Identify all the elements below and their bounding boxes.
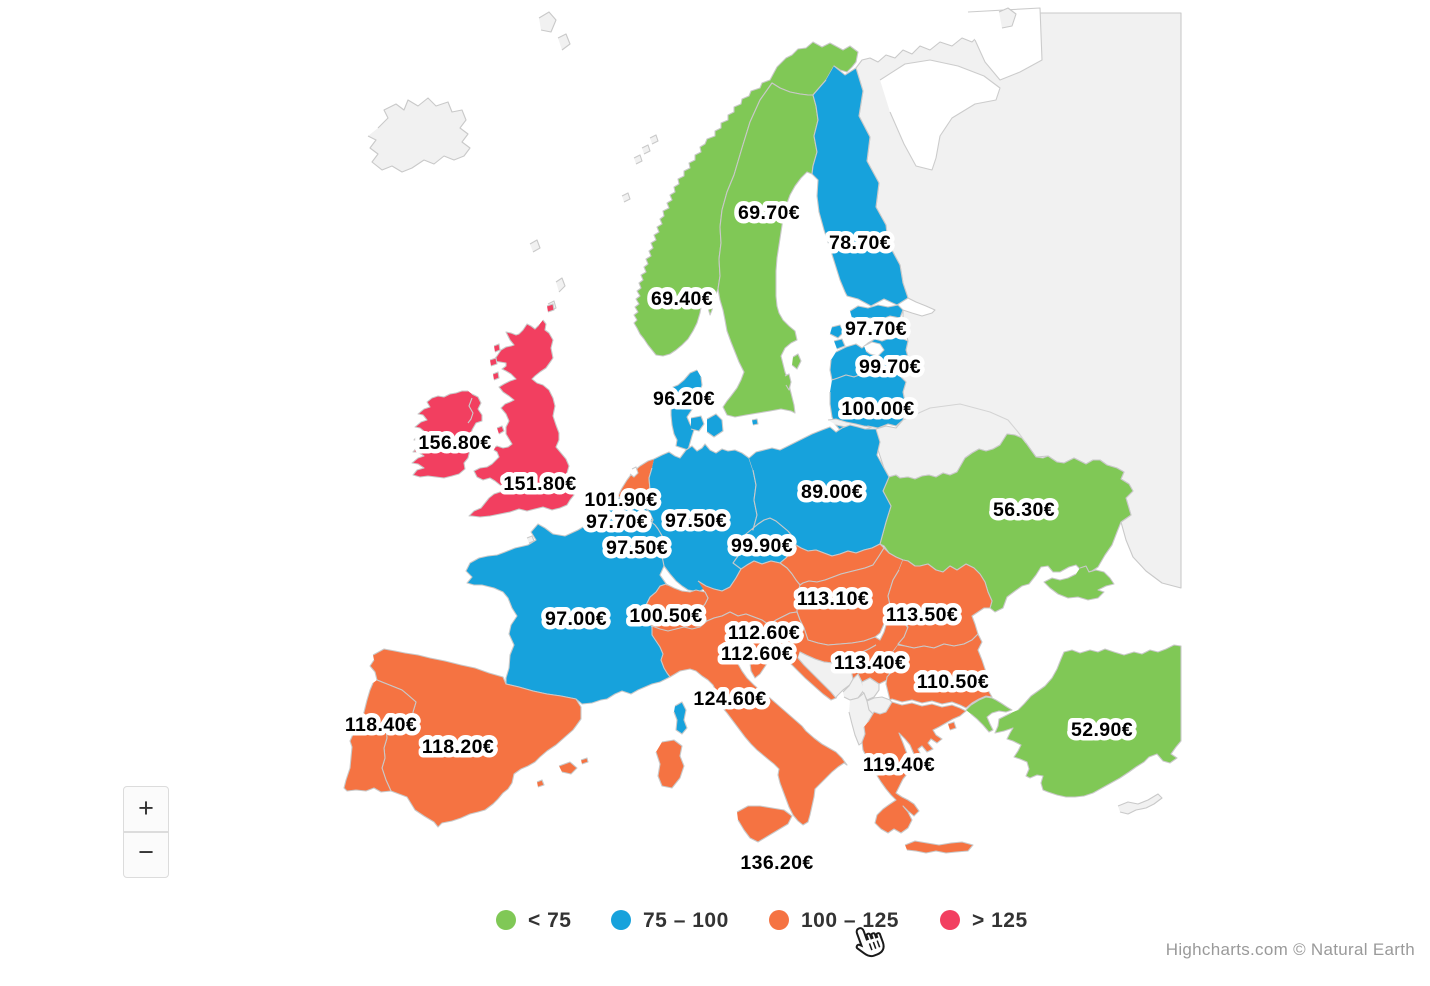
svg-text:100.00€: 100.00€ bbox=[841, 398, 914, 420]
svg-text:118.20€: 118.20€ bbox=[422, 736, 494, 758]
svg-text:97.50€: 97.50€ bbox=[606, 537, 668, 559]
svg-text:96.20€: 96.20€ bbox=[653, 388, 715, 410]
svg-text:97.70€: 97.70€ bbox=[845, 318, 907, 340]
svg-text:151.80€: 151.80€ bbox=[503, 473, 576, 495]
svg-text:100.50€: 100.50€ bbox=[629, 605, 702, 627]
svg-text:124.60€: 124.60€ bbox=[693, 688, 766, 710]
svg-text:56.30€: 56.30€ bbox=[993, 499, 1055, 521]
svg-text:97.00€: 97.00€ bbox=[545, 608, 607, 630]
svg-text:136.20€: 136.20€ bbox=[740, 852, 813, 874]
svg-text:113.40€: 113.40€ bbox=[834, 652, 906, 674]
svg-text:97.70€: 97.70€ bbox=[586, 511, 648, 533]
svg-text:110.50€: 110.50€ bbox=[917, 671, 989, 693]
svg-text:118.40€: 118.40€ bbox=[345, 714, 417, 736]
svg-text:101.90€: 101.90€ bbox=[584, 489, 657, 511]
svg-text:97.50€: 97.50€ bbox=[665, 510, 727, 532]
svg-text:78.70€: 78.70€ bbox=[829, 232, 891, 254]
svg-text:99.70€: 99.70€ bbox=[859, 356, 921, 378]
svg-text:89.00€: 89.00€ bbox=[801, 481, 863, 503]
svg-text:119.40€: 119.40€ bbox=[863, 754, 935, 776]
svg-text:52.90€: 52.90€ bbox=[1071, 719, 1133, 741]
svg-text:69.40€: 69.40€ bbox=[651, 288, 713, 310]
svg-text:112.60€: 112.60€ bbox=[721, 643, 793, 665]
svg-text:156.80€: 156.80€ bbox=[418, 432, 491, 454]
svg-text:69.70€: 69.70€ bbox=[738, 202, 800, 224]
svg-text:113.50€: 113.50€ bbox=[886, 604, 958, 626]
svg-text:112.60€: 112.60€ bbox=[728, 622, 800, 644]
svg-text:113.10€: 113.10€ bbox=[797, 588, 869, 610]
svg-text:99.90€: 99.90€ bbox=[731, 535, 793, 557]
